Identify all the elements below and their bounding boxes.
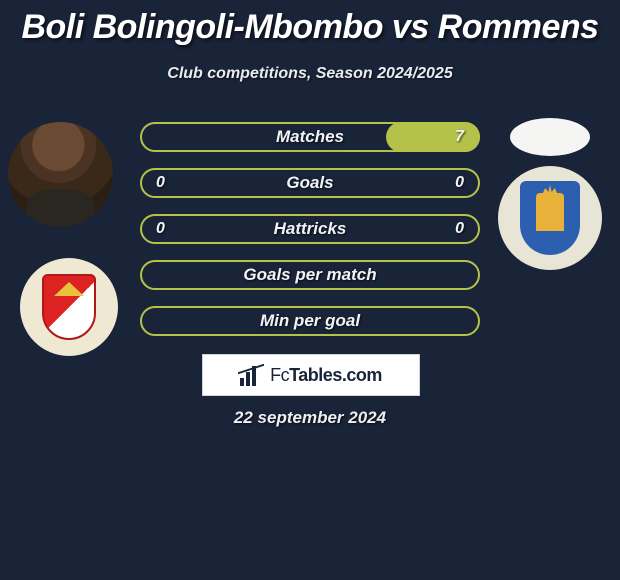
date-label: 22 september 2024 bbox=[0, 408, 620, 428]
brand-watermark: FcTables.com bbox=[202, 354, 420, 396]
stats-comparison: 7 Matches 0 0 Goals 0 0 Hattricks Goals per matc… bbox=[140, 122, 480, 352]
stat-label: Min per goal bbox=[260, 311, 360, 331]
stat-value-left: 0 bbox=[156, 174, 165, 192]
stat-value-right: 7 bbox=[455, 128, 464, 146]
stat-fill-right bbox=[386, 122, 480, 152]
stat-value-right: 0 bbox=[455, 220, 464, 238]
subtitle: Club competitions, Season 2024/2025 bbox=[0, 65, 620, 83]
stat-row: 0 0 Goals bbox=[140, 168, 480, 198]
crest2-shield-icon bbox=[520, 181, 580, 255]
player2-club-crest bbox=[498, 166, 602, 270]
stat-label: Matches bbox=[276, 127, 344, 147]
stat-label: Hattricks bbox=[274, 219, 347, 239]
player2-avatar bbox=[510, 118, 590, 156]
stat-row: Min per goal bbox=[140, 306, 480, 336]
stat-label: Goals per match bbox=[243, 265, 376, 285]
stat-value-left: 0 bbox=[156, 220, 165, 238]
player1-club-crest bbox=[20, 258, 118, 356]
brand-chart-icon bbox=[240, 364, 264, 386]
crest1-shield-icon bbox=[42, 274, 96, 340]
player1-avatar bbox=[8, 122, 113, 227]
stat-row: Goals per match bbox=[140, 260, 480, 290]
stat-label: Goals bbox=[286, 173, 333, 193]
brand-text: FcTables.com bbox=[270, 365, 382, 386]
stat-row: 0 0 Hattricks bbox=[140, 214, 480, 244]
page-title: Boli Bolingoli-Mbombo vs Rommens bbox=[0, 0, 620, 47]
stat-value-right: 0 bbox=[455, 174, 464, 192]
stat-row: 7 Matches bbox=[140, 122, 480, 152]
